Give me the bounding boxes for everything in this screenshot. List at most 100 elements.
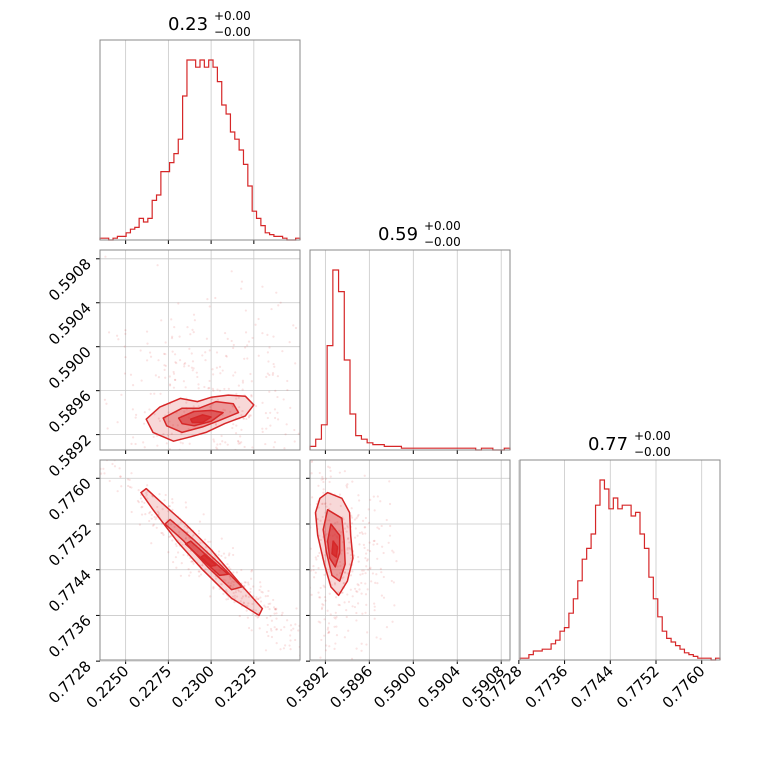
scatter-point [208,349,211,352]
scatter-point [130,472,133,475]
scatter-point [254,609,258,612]
scatter-point [349,574,353,577]
scatter-point [373,605,376,608]
scatter-point [229,410,232,413]
scatter-point [234,432,238,435]
scatter-point [157,417,160,420]
scatter-point [185,506,188,509]
scatter-point [301,653,303,655]
scatter-point [201,354,204,357]
scatter-point [150,517,153,520]
scatter-point [212,373,215,376]
scatter-point [297,432,300,435]
scatter-point [196,375,199,379]
scatter-point [286,619,289,622]
scatter-point [97,466,99,468]
scatter-point [186,326,189,329]
scatter-point [153,392,156,395]
y-tick-label: 0.7760 [45,474,95,524]
scatter-point [232,553,235,557]
scatter-point [323,359,325,361]
scatter-point [233,601,236,604]
scatter-point [281,350,284,353]
scatter-point [240,597,243,600]
scatter-point [165,442,168,445]
scatter-point [321,475,324,479]
scatter-point [273,612,276,615]
scatter-point [268,346,271,349]
scatter-point [317,591,320,594]
scatter-point [134,416,137,419]
param-title-sup-1: +0.00 [424,219,461,233]
scatter-point [251,336,254,340]
scatter-point [148,408,151,411]
histogram-0 [99,59,301,241]
scatter-point [362,569,365,572]
scatter-point [228,584,231,587]
scatter-point [376,582,379,585]
scatter-point [328,519,331,522]
scatter-point [231,586,234,589]
scatter-point [244,346,247,349]
scatter-point [219,442,222,446]
scatter-point [294,326,298,330]
scatter-point [127,484,130,488]
scatter-point [203,385,206,389]
scatter-point [212,389,215,392]
x-tick-label: 0.2300 [168,662,218,712]
scatter-point [379,567,382,570]
scatter-point [190,560,194,563]
scatter-point [150,513,153,516]
scatter-point [356,583,359,586]
scatter-point [240,428,243,432]
scatter-point [128,465,130,467]
scatter-point [318,596,321,599]
scatter-point [152,435,155,439]
scatter-point [293,440,296,443]
scatter-point [322,584,325,587]
scatter-point [201,564,204,567]
scatter-point [359,573,362,576]
scatter-point [235,571,239,574]
scatter-point [391,620,394,623]
scatter-point [255,596,258,599]
scatter-point [369,566,372,569]
scatter-point [171,539,174,542]
scatter-point [155,526,158,529]
scatter-point [295,555,297,557]
scatter-point [140,506,143,509]
scatter-point [357,494,360,497]
scatter-point [267,589,270,593]
scatter-point [364,611,367,614]
scatter-point [233,597,237,600]
scatter-point [248,414,251,417]
scatter-point [197,387,200,390]
scatter-point [327,631,331,634]
scatter-point [325,532,328,536]
scatter-point [130,442,133,445]
scatter-point [324,511,327,514]
scatter-point [81,470,83,472]
scatter-point [294,638,297,642]
y-tick-label: 0.7736 [45,612,95,662]
scatter-point [209,595,212,598]
scatter-point [116,490,119,493]
scatter-point [364,532,367,535]
scatter-point [261,427,264,430]
scatter-point [202,455,204,457]
scatter-point [148,351,152,354]
scatter-point [311,647,313,649]
scatter-point [179,574,183,577]
scatter-point [365,559,369,562]
scatter-point [261,430,264,433]
scatter-point [160,319,163,322]
scatter-point [338,471,341,474]
scatter-point [173,464,175,466]
scatter-point [310,569,313,572]
scatter-point [111,462,114,466]
scatter-point [329,453,331,455]
scatter-point [373,617,376,620]
scatter-point [344,571,347,574]
scatter-point [146,342,149,345]
scatter-point [357,513,360,517]
